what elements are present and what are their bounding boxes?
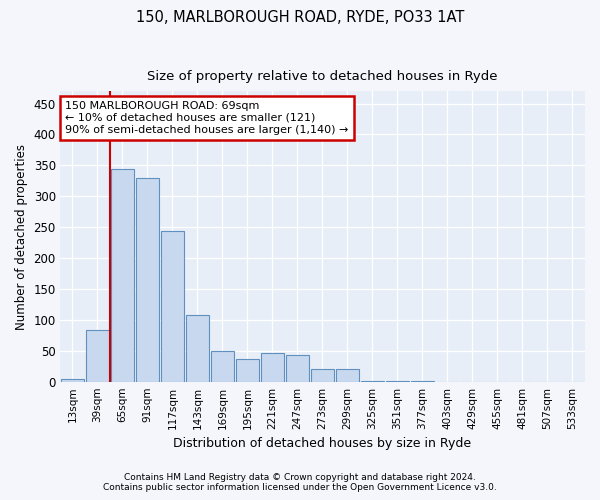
Bar	[410, 381, 434, 382]
Bar	[185, 316, 209, 382]
Text: 150, MARLBOROUGH ROAD, RYDE, PO33 1AT: 150, MARLBOROUGH ROAD, RYDE, PO33 1AT	[136, 10, 464, 25]
Y-axis label: Number of detached properties: Number of detached properties	[15, 144, 28, 330]
Bar	[236, 360, 259, 382]
Title: Size of property relative to detached houses in Ryde: Size of property relative to detached ho…	[147, 70, 498, 83]
Bar	[361, 380, 385, 382]
Bar	[61, 380, 85, 382]
Text: Contains HM Land Registry data © Crown copyright and database right 2024.
Contai: Contains HM Land Registry data © Crown c…	[103, 473, 497, 492]
Bar	[335, 368, 359, 382]
Bar	[386, 381, 409, 382]
Bar	[260, 352, 284, 382]
Bar	[110, 168, 134, 382]
Bar	[136, 178, 160, 382]
Bar	[311, 368, 334, 382]
Bar	[161, 230, 184, 382]
Text: 150 MARLBOROUGH ROAD: 69sqm
← 10% of detached houses are smaller (121)
90% of se: 150 MARLBOROUGH ROAD: 69sqm ← 10% of det…	[65, 102, 349, 134]
Bar	[286, 355, 310, 382]
Bar	[211, 352, 235, 382]
X-axis label: Distribution of detached houses by size in Ryde: Distribution of detached houses by size …	[173, 437, 472, 450]
Bar	[86, 330, 109, 382]
